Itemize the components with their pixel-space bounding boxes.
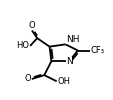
Text: OH: OH	[57, 77, 70, 86]
Text: O: O	[24, 74, 31, 84]
Text: CF₃: CF₃	[89, 46, 103, 55]
Text: O: O	[28, 21, 35, 30]
Text: HO: HO	[16, 41, 29, 50]
Text: N: N	[65, 57, 72, 66]
Text: NH: NH	[66, 35, 79, 44]
